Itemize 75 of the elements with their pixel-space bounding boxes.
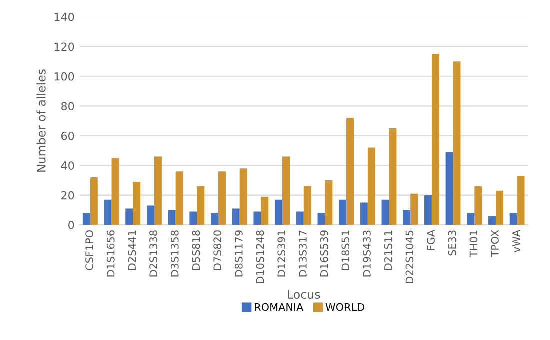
bar — [304, 186, 312, 226]
bar — [496, 190, 504, 226]
bar — [154, 156, 162, 226]
legend-label: WORLD — [326, 303, 364, 312]
bar — [382, 200, 390, 226]
bar — [360, 202, 368, 226]
x-tick-label: D12S391 — [278, 230, 286, 277]
bar — [467, 213, 475, 226]
y-tick-label: 140 — [54, 12, 74, 22]
x-tick-label: D3S1358 — [170, 230, 179, 277]
y-axis-title: Number of alleles — [36, 70, 46, 172]
bar — [453, 62, 461, 226]
bar — [261, 196, 269, 226]
bar — [133, 182, 141, 226]
bar — [82, 213, 90, 226]
y-tick-label: 80 — [62, 102, 74, 111]
bar — [254, 212, 262, 226]
y-tick-label: 40 — [61, 162, 74, 170]
x-tick-label: D8S1179 — [234, 230, 243, 277]
x-tick-label: D16S539 — [320, 230, 328, 277]
y-tick-label: 20 — [62, 191, 74, 200]
bar — [112, 158, 120, 226]
bar — [446, 152, 454, 226]
bar — [510, 213, 518, 226]
bar — [232, 208, 240, 226]
x-tick-label: TPOX — [491, 230, 500, 258]
bar — [296, 212, 304, 226]
x-tick-label: D22S1045 — [406, 230, 414, 284]
bar — [218, 172, 226, 226]
y-tick-label: 120 — [54, 42, 74, 52]
bar — [211, 213, 218, 226]
x-tick-label: D19S433 — [363, 230, 371, 277]
bar — [168, 210, 176, 226]
bar — [410, 194, 418, 226]
bar — [403, 210, 411, 226]
bar — [104, 200, 112, 226]
bar — [424, 195, 432, 226]
bar — [339, 200, 347, 226]
bar — [90, 178, 98, 226]
bar — [146, 206, 154, 226]
x-tick-label: SE33 — [448, 230, 456, 256]
x-tick-label: D2S1338 — [150, 230, 158, 277]
y-tick-label: 100 — [54, 72, 74, 81]
x-tick-label: D13S317 — [299, 230, 307, 277]
bar — [325, 180, 333, 226]
legend-label: ROMANIA — [255, 303, 304, 312]
x-tick-label: FGA — [427, 230, 435, 250]
bar — [432, 54, 440, 226]
bar — [240, 168, 248, 226]
x-tick-label: D18S51 — [342, 230, 350, 270]
x-tick-label: D7S820 — [214, 230, 222, 270]
bar — [176, 172, 184, 226]
x-tick-label: D5S818 — [192, 230, 200, 270]
bar — [474, 186, 482, 226]
y-tick-label: 0 — [68, 221, 74, 230]
bar — [318, 213, 326, 226]
bar — [197, 186, 205, 226]
x-tick-label: D21S11 — [384, 230, 392, 270]
bar — [488, 216, 496, 226]
x-tick-label: vWA — [512, 230, 520, 253]
bar — [346, 118, 354, 226]
x-tick-label: D1S1656 — [106, 230, 115, 277]
x-tick-label: D10S1248 — [256, 230, 264, 284]
x-tick-label: CSF1PO — [86, 230, 94, 270]
bar — [275, 200, 283, 226]
x-tick-label: D2S441 — [128, 230, 136, 270]
bar — [190, 212, 198, 226]
x-axis-title: Locus — [288, 290, 320, 300]
x-tick-label: TH01 — [470, 230, 478, 258]
bar — [368, 148, 376, 226]
bar — [282, 156, 290, 226]
bar — [126, 208, 134, 226]
y-tick-label: 60 — [62, 132, 74, 140]
bar — [517, 176, 525, 226]
bar — [389, 128, 397, 226]
